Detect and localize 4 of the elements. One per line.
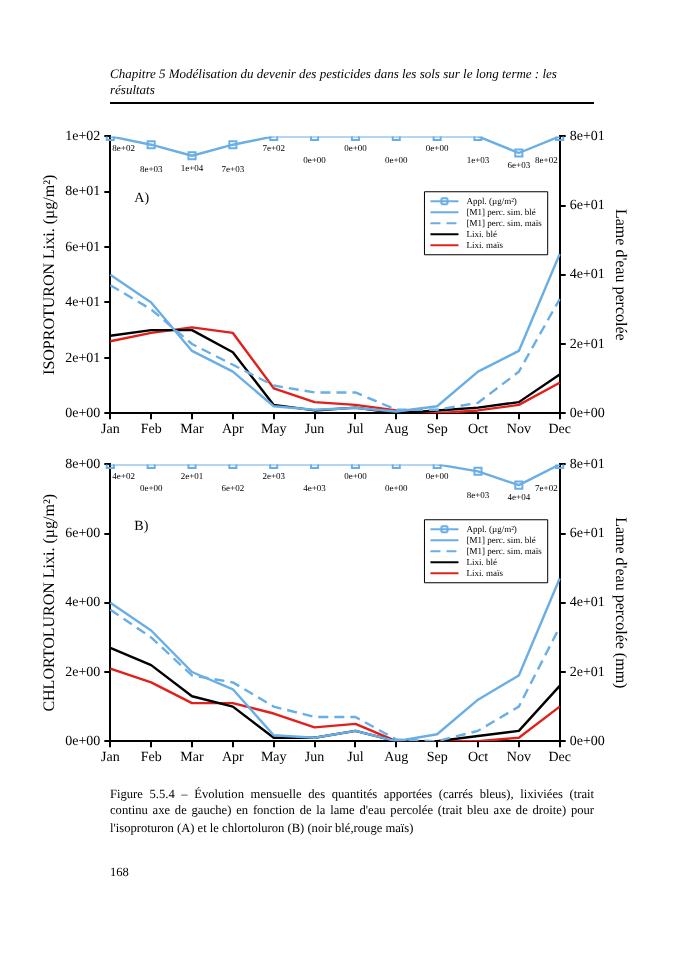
y2-axis-title: Lame d'eau percolée [612,208,631,342]
y-axis-title: ISOPROTURON Lixi. (µg/m²) [39,173,58,375]
y-axis-title: CHLORTOLURON Lixi. (µg/m²) [39,493,58,712]
y2-axis-title: Lame d'eau percolée (mm) [612,516,631,689]
